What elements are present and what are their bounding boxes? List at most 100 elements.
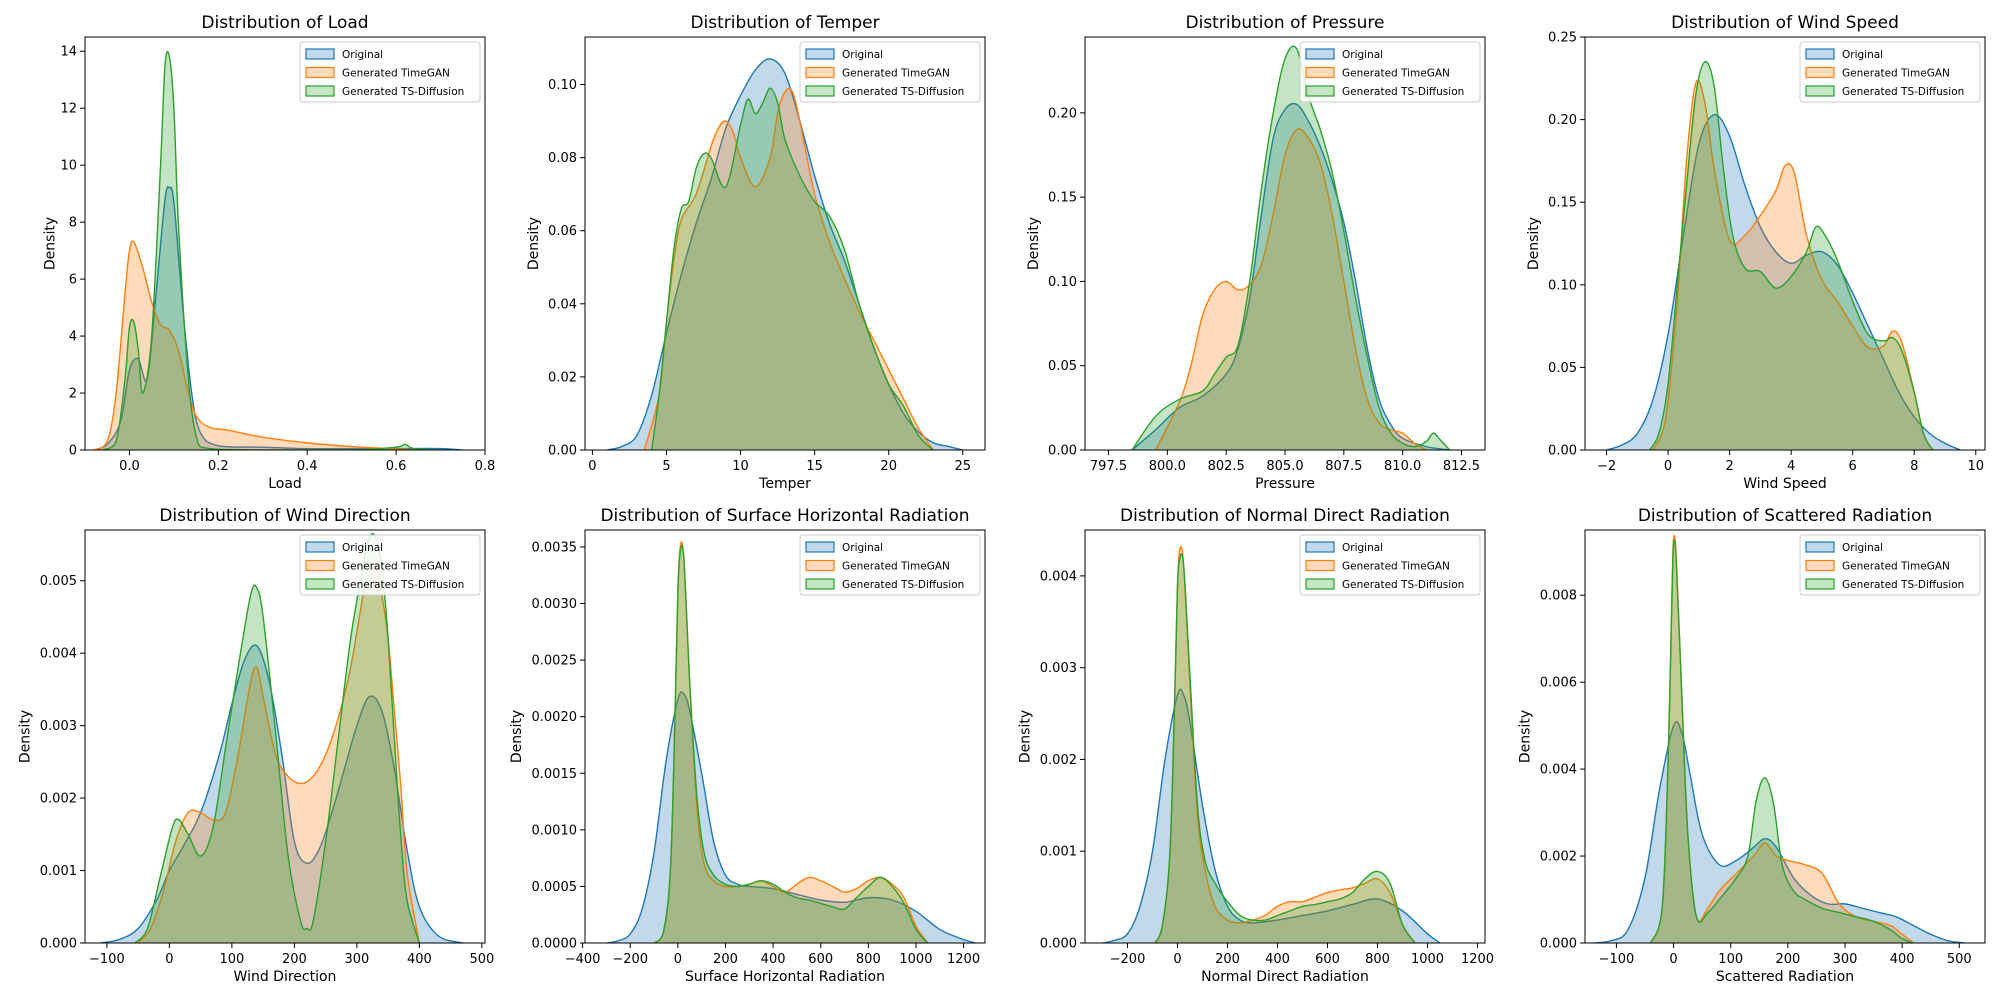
- chart-panel-6: −400 −200 0 200 400 600 800 1000 1200 0.0000 0.000…: [509, 506, 986, 985]
- x-axis-label: Wind Speed: [1743, 476, 1827, 492]
- legend-swatch-timegan: [1805, 559, 1835, 572]
- y-tick-label: 0.0010: [532, 823, 578, 838]
- y-tick-label: 0.000: [1540, 937, 1577, 952]
- y-tick-label: 0.001: [1040, 845, 1077, 860]
- series-group: [1593, 535, 1966, 943]
- y-tick-label: 0.002: [40, 792, 77, 807]
- y-tick-label: 4: [69, 330, 77, 345]
- line-timegan: [1154, 128, 1427, 450]
- legend-swatch-ts-diffusion: [1805, 85, 1835, 97]
- y-tick-label: 0.10: [548, 78, 577, 93]
- x-axis-label: Load: [268, 476, 302, 492]
- x-tick-label: −2: [1597, 459, 1616, 474]
- y-tick-label: 0.0015: [532, 767, 578, 782]
- x-tick-label: 1200: [1461, 952, 1494, 967]
- x-tick-label: 500: [1947, 952, 1972, 967]
- area-ts-diffusion: [654, 545, 928, 943]
- x-tick-label: 5: [662, 459, 670, 474]
- x-tick-label: 810.0: [1384, 459, 1421, 474]
- legend-swatch-original: [1305, 48, 1335, 60]
- area-ts-diffusion: [1155, 553, 1415, 943]
- y-tick-label: 12: [60, 102, 77, 117]
- area-ts-diffusion: [135, 533, 420, 943]
- legend-label-ts-diffusion: Generated TS-Diffusion: [342, 579, 464, 591]
- x-tick-label: −200: [1110, 952, 1146, 967]
- legend-swatch-original: [1805, 48, 1835, 60]
- legend-swatch-timegan: [1305, 559, 1335, 572]
- legend-swatch-timegan: [305, 559, 335, 572]
- y-tick-label: 0.003: [40, 719, 77, 734]
- legend-swatch-original: [1305, 541, 1335, 553]
- y-tick-label: 0.008: [1540, 589, 1577, 604]
- x-tick-label: 0: [674, 952, 682, 967]
- x-tick-label: 600: [1315, 952, 1340, 967]
- chart-panel-3: 797.5 800.0 802.5 805.0 807.5 810.0 812.5 0.00 0…: [1026, 13, 1486, 492]
- y-axis-label: Density: [509, 710, 525, 763]
- y-tick-label: 8: [69, 216, 77, 231]
- chart-panel-1: 0.0 0.2 0.4 0.6 0.8 0 2 4 6 8 10 12 14 Distribution o…: [42, 13, 495, 492]
- line-original: [100, 644, 464, 943]
- y-tick-label: 0.20: [1548, 113, 1577, 128]
- x-axis-label: Surface Horizontal Radiation: [685, 969, 885, 985]
- y-tick-label: 0.02: [548, 370, 577, 385]
- x-tick-label: 797.5: [1090, 459, 1127, 474]
- legend-label-original: Original: [842, 49, 883, 61]
- x-tick-label: 800.0: [1149, 459, 1186, 474]
- legend-swatch-timegan: [1805, 66, 1835, 79]
- chart-panel-8: −100 0 100 200 300 400 500 0.000 0.002 0.004 0.006…: [1518, 506, 1986, 985]
- x-tick-label: 25: [955, 459, 972, 474]
- line-original: [607, 58, 963, 450]
- x-tick-label: 200: [1215, 952, 1240, 967]
- legend-swatch-original: [805, 541, 835, 553]
- chart-title: Distribution of Pressure: [1186, 13, 1385, 33]
- legend-box: [299, 534, 481, 596]
- y-tick-label: 2: [69, 387, 77, 402]
- x-tick-label: 800: [856, 952, 881, 967]
- area-timegan: [138, 565, 420, 943]
- y-tick-label: 10: [60, 159, 77, 174]
- legend-box: [299, 41, 481, 103]
- y-tick-label: 0.006: [1540, 676, 1577, 691]
- legend-label-timegan: Generated TimeGAN: [342, 68, 450, 80]
- x-tick-label: 100: [219, 952, 244, 967]
- line-ts-diffusion: [1649, 61, 1934, 450]
- x-axis-label: Scattered Radiation: [1716, 969, 1854, 985]
- chart-panel-7: −200 0 200 400 600 800 1000 1200 0.000 0.001 0.002…: [1018, 506, 1495, 985]
- legend: Original Generated TimeGAN Generated TS-Di…: [799, 41, 981, 103]
- line-timegan: [643, 87, 934, 450]
- legend: Original Generated TimeGAN Generated TS-Di…: [1799, 41, 1981, 103]
- legend-swatch-ts-diffusion: [305, 578, 335, 590]
- x-tick-label: 0.8: [475, 459, 496, 474]
- area-timegan: [1155, 128, 1427, 450]
- legend-label-ts-diffusion: Generated TS-Diffusion: [842, 86, 964, 98]
- legend-label-ts-diffusion: Generated TS-Diffusion: [1842, 86, 1964, 98]
- y-tick-label: 0.10: [1048, 275, 1077, 290]
- y-tick-label: 14: [60, 45, 77, 60]
- x-tick-label: 15: [806, 459, 823, 474]
- legend-swatch-original: [805, 48, 835, 60]
- x-tick-label: 200: [713, 952, 738, 967]
- x-tick-label: 805.0: [1266, 459, 1303, 474]
- y-tick-label: 0.0005: [532, 880, 578, 895]
- y-tick-label: 0.05: [1048, 359, 1077, 374]
- chart-title: Distribution of Wind Speed: [1671, 13, 1899, 33]
- legend-swatch-original: [1805, 541, 1835, 553]
- legend-box: [1799, 41, 1981, 103]
- x-tick-label: 300: [344, 952, 369, 967]
- y-axis-label: Density: [1518, 710, 1534, 763]
- y-tick-label: 0.15: [1548, 196, 1577, 211]
- legend-label-original: Original: [1842, 49, 1883, 61]
- x-tick-label: 400: [1890, 952, 1915, 967]
- x-tick-label: 500: [469, 952, 494, 967]
- y-tick-label: 0.001: [40, 864, 77, 879]
- axes-frame: [84, 36, 486, 451]
- legend-box: [1299, 41, 1481, 103]
- legend-swatch-timegan: [805, 559, 835, 572]
- axes-frame: [1584, 529, 1986, 944]
- chart-panel-2: 0 5 10 15 20 25 0.00 0.02 0.04 0.06 0.08 0.10 Distri…: [526, 13, 986, 492]
- chart-title: Distribution of Normal Direct Radiation: [1120, 506, 1450, 526]
- line-ts-diffusion: [650, 87, 934, 450]
- line-original: [1102, 688, 1441, 943]
- axes-frame: [584, 529, 986, 944]
